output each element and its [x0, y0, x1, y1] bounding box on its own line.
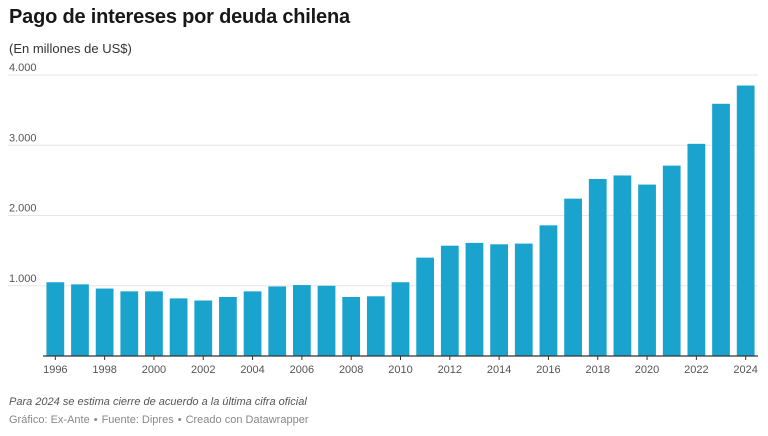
- chart-title: Pago de intereses por deuda chilena: [9, 6, 350, 28]
- bars: [46, 85, 755, 356]
- x-tick-label: 2014: [487, 364, 511, 376]
- gridlines: [8, 74, 758, 287]
- y-tick-label: 1.000: [9, 273, 37, 285]
- y-tick-label: 4.000: [9, 62, 37, 74]
- x-tick-labels: 1996 1998 2000 2002 2004 2006 2008 2010 2012 2014…: [43, 364, 758, 376]
- bar-2010: [391, 282, 410, 356]
- bar-2024: [736, 85, 755, 356]
- x-tick-label: 2000: [142, 364, 166, 376]
- bar-2019: [613, 175, 632, 356]
- x-tick-label: 2004: [240, 364, 264, 376]
- bar-1996: [46, 282, 65, 356]
- y-tick-label: 2.000: [9, 203, 37, 215]
- bar-2005: [268, 286, 287, 356]
- bar-1997: [71, 284, 89, 356]
- credit-separator: •: [93, 414, 98, 426]
- bar-2012: [440, 245, 459, 356]
- x-tick-label: 2020: [635, 364, 659, 376]
- bar-2007: [317, 285, 336, 356]
- bar-2014: [490, 244, 508, 356]
- bar-1999: [120, 291, 139, 356]
- x-tick-label: 2018: [585, 364, 609, 376]
- x-tick-label: 2006: [290, 364, 314, 376]
- x-tick-label: 1998: [92, 364, 116, 376]
- credit-graphic: Gráfico: Ex-Ante: [9, 414, 90, 426]
- chart-subtitle: (En millones de US$): [9, 41, 132, 56]
- x-axis: [43, 355, 758, 360]
- x-tick-label: 2022: [684, 364, 708, 376]
- x-tick-label: 2010: [388, 364, 412, 376]
- bar-chart: 1.000 2.000 3.000 4.000 1996 1998 2000 2002 200…: [8, 62, 758, 376]
- x-tick-label: 1996: [43, 364, 67, 376]
- bar-1998: [95, 288, 114, 356]
- bar-2022: [687, 143, 706, 356]
- credits-line: Gráfico: Ex-Ante • Fuente: Dipres • Creado c…: [9, 414, 308, 426]
- bar-2017: [564, 198, 582, 356]
- bar-2001: [169, 298, 188, 356]
- y-tick-labels: 1.000 2.000 3.000 4.000: [9, 62, 37, 285]
- bar-2018: [588, 178, 607, 356]
- bar-2015: [514, 243, 533, 356]
- bar-2020: [638, 184, 656, 356]
- bar-2021: [662, 165, 681, 356]
- bar-2000: [145, 291, 163, 356]
- bar-2013: [465, 242, 484, 356]
- x-tick-label: 2012: [438, 364, 462, 376]
- x-tick-label: 2016: [536, 364, 560, 376]
- bar-2016: [539, 225, 558, 356]
- y-tick-label: 3.000: [9, 132, 37, 144]
- x-tick-label: 2002: [191, 364, 215, 376]
- bar-2004: [243, 291, 262, 356]
- bar-2011: [416, 257, 435, 356]
- x-tick-label: 2024: [733, 364, 757, 376]
- x-tick-label: 2008: [339, 364, 363, 376]
- bar-2008: [342, 296, 361, 356]
- credit-source: Fuente: Dipres: [101, 414, 174, 426]
- bar-2002: [194, 300, 213, 356]
- bar-2023: [712, 103, 730, 356]
- footnote: Para 2024 se estima cierre de acuerdo a …: [9, 396, 307, 408]
- credit-tool: Creado con Datawrapper: [185, 414, 309, 426]
- bar-2006: [293, 285, 311, 356]
- credit-separator: •: [177, 414, 182, 426]
- bar-2003: [219, 296, 237, 356]
- bar-2009: [366, 296, 385, 356]
